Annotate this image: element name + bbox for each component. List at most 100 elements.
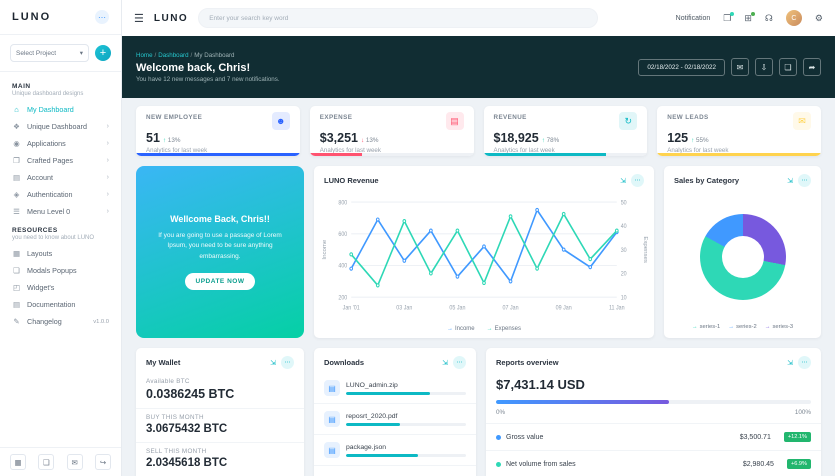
expand-icon[interactable]: ⇲ <box>787 177 793 185</box>
update-now-button[interactable]: UPDATE NOW <box>184 272 256 290</box>
search-input[interactable] <box>198 8 599 28</box>
calendar-icon[interactable]: ▦ <box>10 454 26 470</box>
expand-icon[interactable]: ⇲ <box>620 177 626 185</box>
report-row-label: Net volume from sales <box>506 460 576 468</box>
sidebar-item-widget-s[interactable]: ◰ Widget's <box>12 283 55 292</box>
share-icon[interactable]: ➦ <box>803 58 821 76</box>
expense-icon: ▤ <box>445 112 464 130</box>
svg-text:20: 20 <box>621 271 627 277</box>
sidebar-item-menu-level-0[interactable]: ☰ Menu Level 0 › <box>13 207 109 216</box>
download-progress <box>346 453 418 457</box>
stat-note: Analytics for last week <box>146 147 208 154</box>
legend-marker-icon: → <box>486 326 493 332</box>
revenue-chart-legend: → Income → Expenses <box>314 326 654 338</box>
sales-donut-chart <box>699 213 786 300</box>
reports-rows: Gross value $3,500.71 +12.1% Net volume … <box>486 424 821 476</box>
sidebar-item-crafted-pages[interactable]: ❐ Crafted Pages › <box>13 156 109 165</box>
reports-progress-fill <box>496 400 670 404</box>
sidebar-item-account[interactable]: ▤ Account › <box>12 173 109 182</box>
welcome-card-title: Wellcome Back, Chris!! <box>170 214 270 225</box>
sidebar-footer: ▦ ❑ ✉ ↪ <box>0 447 121 476</box>
chevron-right-icon: › <box>106 191 109 198</box>
chat-icon[interactable]: ❑ <box>38 454 55 470</box>
legend-item[interactable]: → Income <box>446 326 475 332</box>
download-item[interactable]: ▤ reposrt_2020.pdf <box>314 404 476 435</box>
date-range-picker[interactable]: 02/18/2022 - 02/18/2022 <box>638 58 725 76</box>
stat-value: $3,251 ↓ 13% <box>319 131 379 145</box>
bag-icon[interactable]: ❒ <box>723 11 735 23</box>
expand-icon[interactable]: ⇲ <box>442 359 448 367</box>
legend-marker-icon: → <box>691 324 698 330</box>
sales-chart-legend: → series-1 → series-2 → series-3 <box>664 322 821 338</box>
card-menu-dots-icon[interactable]: ⋯ <box>631 174 644 187</box>
sidebar-item-applications[interactable]: ◉ Applications › <box>13 139 109 148</box>
sidebar-item-layouts[interactable]: ▦ Layouts <box>12 249 53 258</box>
sidebar-item-modals-popups[interactable]: ❏ Modals Popups <box>13 266 77 275</box>
wallet-buy-value: 3.0675432 BTC <box>146 423 228 435</box>
sidebar-header: LUNO ⋯ <box>0 0 121 35</box>
stat-delta: ↑ 55% <box>691 137 709 144</box>
svg-text:Expenses: Expenses <box>642 236 648 263</box>
sidebar-section-sublabel: you need to know about LUNO <box>12 235 95 241</box>
file-icon: ▤ <box>324 442 340 458</box>
sidebar-item-documentation[interactable]: ▤ Documentation <box>12 300 76 309</box>
downloads-list: ▤ LUNO_admin.zip ▤ reposrt_2020.pdf ▤ pa… <box>314 373 476 466</box>
revenue-icon: ↻ <box>619 112 638 130</box>
breadcrumb-home[interactable]: Home <box>136 51 153 59</box>
topbar-right: Notification ❒ ⊞ ☊ C ⚙ <box>676 10 823 26</box>
legend-item[interactable]: → series-3 <box>764 324 794 330</box>
sidebar-section-label: RESOURCES <box>12 227 58 234</box>
expand-icon[interactable]: ⇲ <box>787 359 793 367</box>
card-menu-dots-icon[interactable]: ⋯ <box>453 356 466 369</box>
notification-label[interactable]: Notification <box>675 14 711 22</box>
revenue-chart-svg: 200 400 600 800 10 20 30 40 50 Jan '01 03 Jan 05 Ja… <box>322 200 648 311</box>
layers-icon: ❖ <box>13 122 20 131</box>
stat-card-expense: EXPENSE ▤ $3,251 ↓ 13% Analytics for las… <box>309 106 474 156</box>
download-item[interactable]: ▤ package.json <box>314 435 476 466</box>
lock-icon: ◈ <box>13 190 20 199</box>
svg-text:10: 10 <box>621 295 627 301</box>
card-menu-dots-icon[interactable]: ⋯ <box>798 356 811 369</box>
legend-item[interactable]: → series-1 <box>691 324 721 330</box>
headset-icon[interactable]: ☊ <box>764 12 773 23</box>
project-select[interactable]: Select Project ▾ <box>10 44 89 62</box>
reports-range-end: 100% <box>794 409 811 416</box>
hamburger-menu-icon[interactable]: ☰ <box>134 12 144 25</box>
mail-icon[interactable]: ✉ <box>66 454 83 470</box>
grid-icon[interactable]: ⊞ <box>744 11 755 23</box>
chevron-right-icon: › <box>106 208 109 215</box>
download-icon[interactable]: ⇩ <box>755 58 773 76</box>
avatar[interactable]: C <box>785 10 802 26</box>
download-file-name: package.json <box>346 443 387 451</box>
expand-icon[interactable]: ⇲ <box>270 359 276 367</box>
legend-item[interactable]: → series-2 <box>728 324 757 330</box>
card-menu-dots-icon[interactable]: ⋯ <box>798 174 811 187</box>
breadcrumb-dashboard[interactable]: Dashboard <box>158 51 189 59</box>
legend-item[interactable]: → Expenses <box>486 326 522 332</box>
stat-progress <box>309 153 363 156</box>
stat-progress <box>483 153 607 156</box>
settings-gear-icon[interactable]: ⚙ <box>814 12 823 23</box>
sidebar-section-label: MAIN <box>12 83 31 90</box>
svg-text:09 Jan: 09 Jan <box>556 305 572 311</box>
sidebar-more-button[interactable]: ⋯ <box>95 10 109 24</box>
add-project-button[interactable]: + <box>95 45 111 61</box>
reports-progress-bar <box>496 400 811 404</box>
file-icon[interactable]: ❏ <box>779 58 797 76</box>
pages-icon: ❐ <box>13 156 20 165</box>
topbar: ☰ LUNO Notification ❒ ⊞ ☊ C ⚙ <box>122 0 835 36</box>
download-item[interactable]: ▤ LUNO_admin.zip <box>314 373 476 404</box>
sidebar-item-my-dashboard[interactable]: ⌂ My Dashboard <box>0 101 121 118</box>
card-menu-dots-icon[interactable]: ⋯ <box>281 356 294 369</box>
mail-icon[interactable]: ✉ <box>731 58 749 76</box>
wallet-available-value: 0.0386245 BTC <box>146 387 235 401</box>
svg-text:40: 40 <box>621 224 627 230</box>
stat-note: Analytics for last week <box>493 147 555 154</box>
wallet-sell-value: 2.0345618 BTC <box>146 457 228 469</box>
card-icon: ▤ <box>12 173 21 182</box>
sidebar-item-authentication[interactable]: ◈ Authentication › <box>13 190 109 199</box>
logout-icon[interactable]: ↪ <box>94 454 111 470</box>
sidebar-item-changelog[interactable]: ✎ Changelog v1.0.0 <box>13 317 109 326</box>
sidebar-item-unique-dashboard[interactable]: ❖ Unique Dashboard › <box>13 122 109 131</box>
